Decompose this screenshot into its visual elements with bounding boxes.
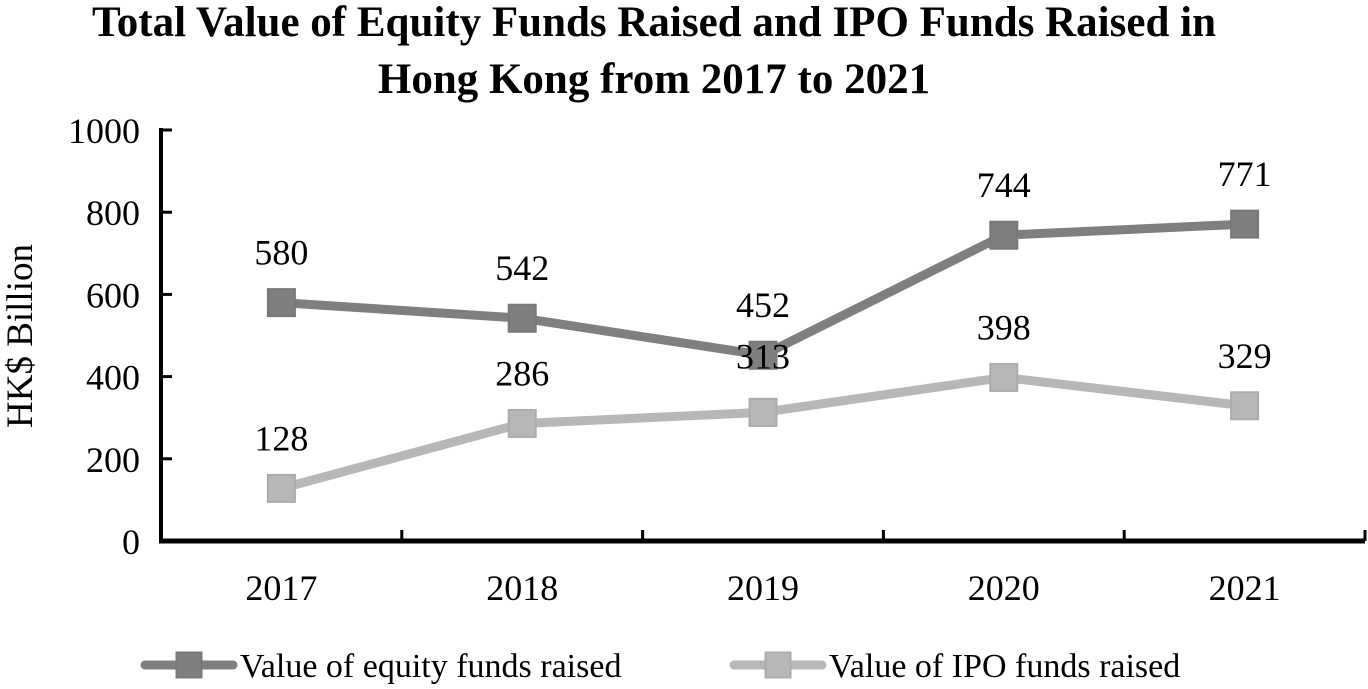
data-label: 313 bbox=[736, 336, 790, 376]
series-marker-ipo bbox=[266, 473, 296, 503]
x-tick-label: 2020 bbox=[968, 568, 1040, 608]
data-label: 771 bbox=[1218, 154, 1272, 194]
legend-item-equity: Value of equity funds raised bbox=[140, 648, 621, 685]
chart-title-line-2: Hong Kong from 2017 to 2021 bbox=[378, 56, 930, 103]
y-tick-label: 600 bbox=[86, 275, 140, 315]
chart-title-line-1: Total Value of Equity Funds Raised and I… bbox=[92, 0, 1216, 46]
legend-square-marker bbox=[175, 651, 203, 679]
y-tick-label: 200 bbox=[86, 440, 140, 480]
legend-square-marker bbox=[764, 651, 792, 679]
series-line-ipo bbox=[280, 372, 1246, 493]
plot-area: 0 200 400 600 800 1000 2017 2018 2019 2020 2021 580… bbox=[68, 111, 1367, 608]
data-label: 542 bbox=[495, 248, 549, 288]
series-marker-equity bbox=[266, 288, 296, 318]
data-label: 744 bbox=[977, 165, 1031, 205]
series-marker-equity bbox=[748, 340, 778, 370]
y-tick-label: 0 bbox=[122, 522, 140, 562]
legend-label: Value of equity funds raised bbox=[240, 648, 621, 685]
y-tick-label: 400 bbox=[86, 358, 140, 398]
series-marker-equity bbox=[1230, 209, 1260, 239]
data-label: 398 bbox=[977, 307, 1031, 347]
y-tick-label: 800 bbox=[86, 193, 140, 233]
series-marker-equity bbox=[507, 303, 537, 333]
data-label: 580 bbox=[254, 233, 308, 273]
data-label: 452 bbox=[736, 285, 790, 325]
series-marker-equity bbox=[989, 220, 1019, 250]
series-marker-ipo bbox=[748, 397, 778, 427]
series-marker-ipo bbox=[1230, 391, 1260, 421]
x-tick-label: 2019 bbox=[727, 568, 799, 608]
x-tick-label: 2018 bbox=[486, 568, 558, 608]
data-label: 128 bbox=[254, 418, 308, 458]
data-label: 286 bbox=[495, 353, 549, 393]
legend-label: Value of IPO funds raised bbox=[829, 648, 1180, 685]
y-axis-title: HK$ Billion bbox=[0, 244, 41, 428]
legend: Value of equity funds raised Value of IPO… bbox=[140, 648, 1180, 685]
y-tick-label: 1000 bbox=[68, 111, 140, 151]
x-tick-label: 2017 bbox=[245, 568, 317, 608]
x-tick-label: 2021 bbox=[1209, 568, 1281, 608]
series-marker-ipo bbox=[989, 362, 1019, 392]
series-marker-ipo bbox=[507, 408, 537, 438]
legend-item-ipo: Value of IPO funds raised bbox=[729, 648, 1180, 685]
data-label: 329 bbox=[1218, 336, 1272, 376]
